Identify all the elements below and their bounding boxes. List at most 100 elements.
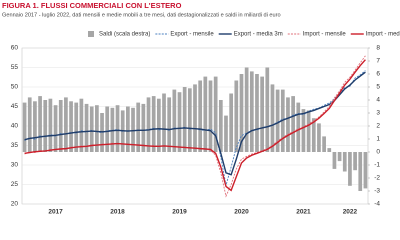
bar xyxy=(291,96,295,152)
bar xyxy=(89,106,94,152)
y2-tick-label: 2 xyxy=(376,123,380,130)
bar xyxy=(342,152,347,172)
legend-label: Import - media 3m xyxy=(366,32,400,38)
bar xyxy=(327,148,332,152)
y2-tick-label: 3 xyxy=(376,110,380,117)
y2-tick-label: -4 xyxy=(374,201,380,208)
bar xyxy=(79,98,84,152)
y2-tick-label: 8 xyxy=(376,45,380,52)
bar xyxy=(167,97,172,152)
bar xyxy=(58,100,63,152)
chart-subtitle: Gennaio 2017 - luglio 2022, dati mensili… xyxy=(2,12,281,18)
bar xyxy=(348,152,352,186)
bar xyxy=(95,105,99,152)
bar xyxy=(64,97,68,152)
bar xyxy=(265,67,270,152)
chart: FIGURA 1. FLUSSI COMMERCIALI CON L'ESTER… xyxy=(2,1,400,216)
bar xyxy=(74,102,79,152)
bar xyxy=(363,152,368,189)
bar xyxy=(151,96,156,152)
y-tick-label: 25 xyxy=(11,181,19,188)
chart-title: FIGURA 1. FLUSSI COMMERCIALI CON L'ESTER… xyxy=(2,1,182,10)
y-tick-label: 55 xyxy=(11,64,19,71)
bar xyxy=(322,136,326,152)
bar xyxy=(218,100,223,152)
bar xyxy=(177,92,182,152)
bar xyxy=(136,102,141,152)
bar xyxy=(53,105,58,152)
legend-label: Export - media 3m xyxy=(234,32,283,38)
y-tick-label: 45 xyxy=(11,103,19,110)
bar xyxy=(255,74,259,152)
y2-tick-label: -1 xyxy=(374,162,380,169)
bar xyxy=(208,80,213,152)
bar xyxy=(249,71,254,152)
y-tick-label: 20 xyxy=(11,201,19,208)
legend-label: Import - mensile xyxy=(303,32,347,38)
bar xyxy=(239,74,244,152)
bar xyxy=(187,88,192,152)
bar xyxy=(358,152,363,191)
bar xyxy=(306,110,311,152)
bar xyxy=(311,118,316,152)
bar xyxy=(182,87,187,152)
bar xyxy=(162,93,166,152)
bar xyxy=(260,76,264,152)
bar xyxy=(22,102,27,152)
y2-tick-label: 1 xyxy=(376,136,380,143)
y-tick-label: 60 xyxy=(11,45,19,52)
bar xyxy=(275,89,280,152)
y-tick-label: 50 xyxy=(11,84,19,91)
bar xyxy=(43,100,48,152)
bar xyxy=(126,106,130,152)
bar xyxy=(353,152,357,171)
x-tick-label: 2020 xyxy=(234,209,249,216)
bar xyxy=(33,101,37,152)
bar xyxy=(244,67,249,152)
bar xyxy=(84,103,89,152)
bar xyxy=(172,89,177,152)
x-tick-label: 2017 xyxy=(48,209,63,216)
bar xyxy=(317,123,321,152)
x-tick-label: 2022 xyxy=(343,209,358,216)
bar xyxy=(141,103,146,152)
y2-tick-label: 4 xyxy=(376,97,380,104)
bar xyxy=(38,96,42,152)
bar xyxy=(332,152,337,169)
bar xyxy=(105,106,110,152)
y-tick-label: 30 xyxy=(11,162,19,169)
bar xyxy=(48,98,53,152)
y2-tick-label: 0 xyxy=(376,149,380,156)
y2-tick-label: 5 xyxy=(376,84,380,91)
bar xyxy=(198,80,203,152)
bar xyxy=(234,80,239,152)
bar xyxy=(115,105,120,152)
bar xyxy=(286,97,290,152)
bar xyxy=(213,76,218,152)
bar xyxy=(270,84,275,152)
x-tick-label: 2021 xyxy=(296,209,311,216)
bar xyxy=(146,97,151,152)
y2-tick-label: 7 xyxy=(376,58,380,65)
bar xyxy=(229,93,234,152)
line xyxy=(24,70,366,186)
line xyxy=(24,55,366,198)
y2-tick-label: -3 xyxy=(374,188,380,195)
line xyxy=(24,71,366,176)
bar xyxy=(203,76,208,152)
legend-swatch xyxy=(88,31,94,37)
y-tick-label: 40 xyxy=(11,123,19,130)
bar xyxy=(193,84,197,152)
bar xyxy=(224,115,228,152)
bar xyxy=(27,97,32,152)
bar xyxy=(156,98,161,152)
bar xyxy=(131,107,135,152)
y2-tick-label: 6 xyxy=(376,71,380,78)
y-tick-label: 35 xyxy=(11,142,19,149)
bar xyxy=(301,109,306,152)
bar xyxy=(296,102,301,152)
x-tick-label: 2018 xyxy=(110,209,125,216)
y2-tick-label: -2 xyxy=(374,175,380,182)
x-tick-label: 2019 xyxy=(172,209,187,216)
legend-label: Saldi (scala destra) xyxy=(99,32,150,38)
